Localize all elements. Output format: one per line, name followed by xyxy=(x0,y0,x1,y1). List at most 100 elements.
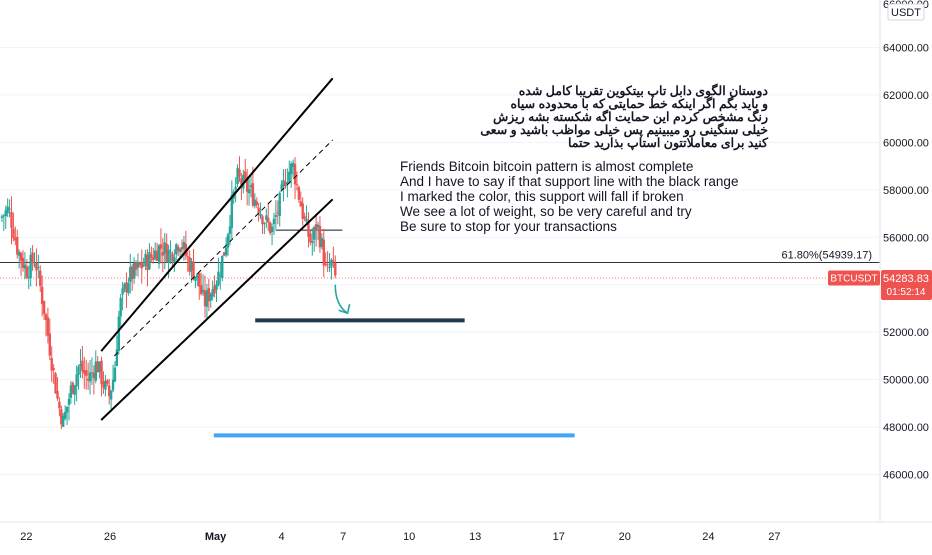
time-tick-label: 4 xyxy=(279,531,285,543)
candle-body xyxy=(224,247,228,256)
candle-body xyxy=(0,216,4,218)
price-grid xyxy=(0,46,880,476)
price-tag-value: 54283.83 xyxy=(883,273,929,285)
candle-body xyxy=(31,252,34,264)
candle-body xyxy=(274,215,278,217)
arrow-head xyxy=(338,304,351,315)
candle-body xyxy=(4,210,7,217)
candle-body xyxy=(92,373,96,379)
candle-body xyxy=(198,273,201,287)
candle-body xyxy=(230,195,234,228)
candle-body xyxy=(196,273,199,278)
candle-body xyxy=(301,203,304,219)
candle-body xyxy=(311,241,314,243)
candle-body xyxy=(211,289,214,297)
candle-body xyxy=(199,285,203,295)
candle-body xyxy=(50,358,53,371)
candle-body xyxy=(175,244,178,255)
annotation-en-line-1: Friends Bitcoin bitcoin pattern is almos… xyxy=(400,159,693,174)
candle-body xyxy=(48,333,52,356)
price-tag: BTCUSDT 54283.83 01:52:14 xyxy=(828,269,932,300)
candle-body xyxy=(326,264,329,266)
candle-body xyxy=(140,262,143,269)
candle-body xyxy=(307,221,310,237)
candle-body xyxy=(69,385,73,398)
candle-body xyxy=(16,236,19,255)
candle-body xyxy=(282,180,285,187)
time-tick-label: 22 xyxy=(20,531,32,543)
candle-body xyxy=(263,223,266,225)
time-tick-label: May xyxy=(205,531,227,543)
candle-body xyxy=(280,184,283,190)
candle-body xyxy=(244,171,247,180)
candle-body xyxy=(130,266,134,280)
candle-body xyxy=(111,379,115,391)
candle-body xyxy=(186,256,189,258)
candle-body xyxy=(152,257,155,260)
horizontal-levels xyxy=(0,229,880,438)
price-tick-label: 50000.00 xyxy=(883,375,929,387)
candle-body xyxy=(75,374,78,387)
candle-body xyxy=(94,361,97,381)
candle-body xyxy=(268,222,272,234)
candle-body xyxy=(113,367,117,382)
annotation-fa-line-2: و باید بگم اگر اینکه خط حمایتی که با محد… xyxy=(511,95,769,112)
candle-body xyxy=(253,199,257,206)
candle-body xyxy=(217,271,220,286)
candle-body xyxy=(242,174,245,189)
candle-body xyxy=(44,314,48,320)
candle-body xyxy=(85,370,88,376)
candle-body xyxy=(12,228,15,239)
candle-body xyxy=(23,264,27,269)
candle-body xyxy=(192,261,195,280)
candle-body xyxy=(136,262,140,268)
candle-body xyxy=(213,285,216,294)
price-axis[interactable] xyxy=(879,0,932,522)
candle-body xyxy=(132,262,136,279)
candle-body xyxy=(71,382,75,394)
annotation-fa-line-3: رنگ مشخص کردم این حمایت اگه شکسته بشه ری… xyxy=(493,108,768,125)
candle-body xyxy=(290,163,293,175)
candle-body xyxy=(209,293,212,301)
price-tick-label: 52000.00 xyxy=(883,327,929,339)
candle-body xyxy=(247,189,251,194)
candle-body xyxy=(79,363,82,367)
price-tick-label: 46000.00 xyxy=(883,470,929,482)
candle-body xyxy=(109,390,113,400)
candle-body xyxy=(251,183,255,206)
candle-body xyxy=(98,361,101,373)
candle-body xyxy=(157,245,161,264)
annotation-en-line-4: We see a lot of weight, so be very caref… xyxy=(400,204,692,219)
candle-body xyxy=(255,201,258,206)
candle-body xyxy=(293,164,297,185)
price-tick-label: 64000.00 xyxy=(883,42,929,54)
candle-body xyxy=(62,415,65,427)
candle-body xyxy=(194,276,197,281)
candle-body xyxy=(27,276,30,279)
candle-body xyxy=(58,401,61,409)
candle-body xyxy=(146,254,149,271)
candle-body xyxy=(207,288,211,302)
candle-body xyxy=(77,366,80,375)
candle-body xyxy=(203,290,207,307)
time-tick-label: 7 xyxy=(340,531,346,543)
currency-badge[interactable] xyxy=(887,3,925,21)
channel-line xyxy=(100,198,334,421)
candles xyxy=(0,156,337,430)
candle-body xyxy=(291,162,295,168)
candle-body xyxy=(171,253,174,262)
price-tick-label: 48000.00 xyxy=(883,422,929,434)
channel-line xyxy=(100,77,334,352)
candle-body xyxy=(184,243,188,256)
candle-body xyxy=(6,206,9,214)
candle-body xyxy=(100,360,103,385)
price-tick-label: 58000.00 xyxy=(883,185,929,197)
candle-body xyxy=(215,284,218,291)
candle-body xyxy=(228,226,232,234)
candle-body xyxy=(297,187,301,200)
currency-label: USDT xyxy=(891,7,921,19)
price-tag-symbol: BTCUSDT xyxy=(830,273,877,284)
candle-body xyxy=(276,212,280,214)
